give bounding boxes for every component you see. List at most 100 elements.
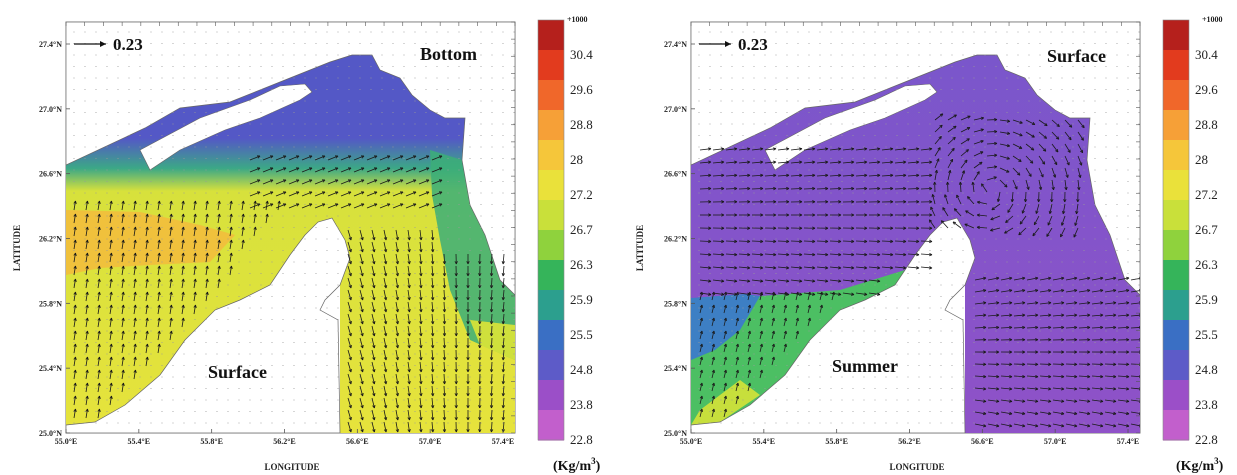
velocity-arrow-head <box>966 127 971 131</box>
grid-dot <box>720 111 722 114</box>
velocity-arrow-head <box>454 321 458 325</box>
velocity-arrow <box>431 229 434 241</box>
velocity-arrow-head <box>348 404 352 409</box>
grid-dot <box>502 54 504 56</box>
grid-dot <box>764 399 766 401</box>
velocity-arrow <box>157 226 160 237</box>
grid-dot <box>227 399 229 401</box>
velocity-arrow-head <box>786 226 790 230</box>
velocity-arrow <box>383 229 387 241</box>
grid-dot <box>720 341 722 344</box>
grid-dot <box>73 134 75 137</box>
grid-dot <box>753 65 755 68</box>
grid-dot <box>1050 272 1052 275</box>
grid-dot <box>1028 226 1030 229</box>
grid-dot <box>907 100 909 102</box>
grid-dot <box>742 100 744 102</box>
grid-dot <box>1039 422 1041 424</box>
velocity-arrow <box>831 291 835 301</box>
grid-dot <box>808 387 810 390</box>
velocity-arrow <box>1130 387 1140 390</box>
grid-dot <box>1083 341 1085 344</box>
grid-dot <box>797 295 799 298</box>
velocity-arrow-head <box>799 213 803 217</box>
grid-dot <box>874 54 876 56</box>
grid-dot <box>139 123 141 125</box>
grid-dot <box>984 261 986 263</box>
grid-dot <box>753 330 755 332</box>
velocity-arrow-head <box>145 252 149 256</box>
velocity-arrow-head <box>383 296 388 301</box>
velocity-arrow <box>1091 302 1104 305</box>
velocity-arrow-head <box>747 226 751 230</box>
grid-dot <box>720 203 722 206</box>
grid-dot <box>84 180 86 183</box>
velocity-arrow-head <box>85 382 89 386</box>
grid-dot <box>786 192 788 194</box>
grid-dot <box>742 54 744 56</box>
grid-dot <box>260 353 262 355</box>
velocity-arrow <box>738 240 751 242</box>
grid-dot <box>709 88 711 91</box>
grid-dot <box>896 364 898 367</box>
velocity-arrow <box>407 397 410 409</box>
grid-dot <box>194 134 196 137</box>
velocity-arrow-head <box>466 369 470 373</box>
velocity-arrow <box>1038 119 1048 127</box>
grid-dot <box>907 192 909 194</box>
velocity-arrow <box>807 291 811 301</box>
grid-dot <box>73 307 75 309</box>
grid-dot <box>172 157 174 160</box>
grid-dot <box>874 272 876 275</box>
grid-dot <box>271 88 273 91</box>
velocity-arrow <box>491 277 493 289</box>
velocity-arrow <box>790 279 803 282</box>
velocity-arrow-head <box>979 161 983 165</box>
grid-dot <box>698 192 700 194</box>
grid-dot <box>1017 134 1019 137</box>
velocity-arrow <box>109 317 112 328</box>
velocity-arrow-head <box>73 200 77 204</box>
velocity-arrow-head <box>747 252 751 257</box>
grid-dot <box>786 54 788 56</box>
grid-dot <box>753 169 755 171</box>
grid-dot <box>95 272 97 275</box>
velocity-arrow <box>395 265 399 277</box>
grid-dot <box>1017 88 1019 91</box>
grid-dot <box>502 111 504 114</box>
velocity-arrow <box>121 200 124 211</box>
velocity-arrow-head <box>916 160 920 164</box>
grid-dot <box>161 203 163 206</box>
grid-dot <box>414 376 416 378</box>
grid-dot <box>282 318 284 321</box>
velocity-arrow-head <box>321 167 326 171</box>
grid-dot <box>216 410 218 413</box>
grid-dot <box>502 249 504 252</box>
grid-dot <box>1028 31 1030 33</box>
grid-dot <box>1105 192 1107 194</box>
grid-dot <box>1116 364 1118 367</box>
grid-dot <box>271 272 273 275</box>
grid-dot <box>491 169 493 171</box>
velocity-arrow <box>97 265 100 276</box>
velocity-arrow-head <box>1022 313 1026 317</box>
grid-dot <box>1105 215 1107 217</box>
velocity-arrow <box>109 369 112 380</box>
grid-dot <box>326 341 328 344</box>
velocity-arrow-head <box>1073 424 1078 428</box>
velocity-arrow <box>1052 314 1065 317</box>
grid-dot <box>1094 353 1096 355</box>
grid-dot <box>172 422 174 424</box>
grid-dot <box>1017 341 1019 344</box>
grid-dot <box>337 364 339 367</box>
velocity-arrow-head <box>73 291 77 295</box>
velocity-arrow-head <box>994 118 998 122</box>
velocity-arrow-head <box>85 317 89 321</box>
grid-dot <box>731 65 733 68</box>
grid-dot <box>1050 295 1052 298</box>
grid-dot <box>874 146 876 148</box>
velocity-arrow-head <box>773 279 777 283</box>
grid-dot <box>709 422 711 424</box>
velocity-arrow-head <box>373 191 378 195</box>
grid-dot <box>469 422 471 424</box>
